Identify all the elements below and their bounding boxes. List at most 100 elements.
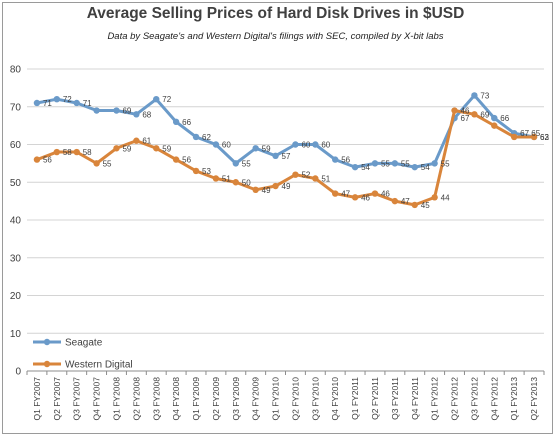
legend-label: Western Digital [65, 360, 133, 371]
data-label: 52 [301, 171, 310, 180]
gridlines [27, 68, 544, 334]
x-tick-label: Q4 FY2007 [92, 377, 102, 421]
data-point [133, 111, 140, 118]
legend: Seagate Western Digital [33, 338, 133, 371]
data-point [113, 107, 120, 114]
x-tick-label: Q2 FY2008 [131, 377, 141, 421]
data-label: 55 [441, 159, 450, 168]
data-point [391, 160, 399, 167]
data-point [292, 171, 299, 178]
x-tick-label: Q2 FY2012 [450, 377, 460, 421]
y-tick-label: 20 [10, 291, 22, 302]
data-point [73, 99, 80, 107]
data-point [192, 167, 200, 175]
x-tick-label: Q2 FY2011 [370, 377, 380, 420]
data-label: 47 [341, 190, 350, 199]
x-tick-label: Q3 FY2011 [390, 377, 400, 420]
data-point [491, 122, 498, 129]
x-tick-label: Q1 FY2013 [509, 377, 519, 421]
y-tick-label: 60 [10, 140, 22, 151]
data-label: 54 [421, 163, 430, 172]
data-label: 68 [142, 110, 151, 119]
y-tick-label: 70 [10, 102, 22, 113]
data-point [510, 133, 518, 141]
series-lines [33, 92, 538, 209]
x-tick-label: Q2 FY2010 [290, 377, 300, 421]
chart-title: Average Selling Prices of Hard Disk Driv… [86, 5, 465, 22]
data-label: 55 [401, 159, 410, 168]
data-point [172, 118, 180, 126]
data-label: 46 [381, 190, 390, 199]
data-label: 60 [321, 141, 330, 150]
data-point [491, 114, 498, 122]
data-label: 59 [162, 144, 171, 153]
x-tick-label: Q3 FY2012 [469, 377, 479, 421]
data-label: 58 [83, 148, 92, 157]
data-label: 63 [540, 133, 549, 142]
data-label: 56 [182, 156, 191, 165]
data-point [133, 137, 140, 144]
data-point [212, 175, 220, 182]
data-point [93, 160, 100, 167]
data-label: 46 [361, 193, 370, 202]
data-point [471, 92, 478, 99]
data-label: 53 [202, 167, 211, 176]
data-point [232, 179, 239, 186]
x-tick-label: Q3 FY2009 [231, 377, 241, 421]
legend-marker [43, 360, 51, 368]
data-label: 71 [43, 99, 52, 108]
data-point [312, 141, 319, 148]
data-point [371, 160, 379, 167]
data-point [33, 99, 41, 107]
data-label: 55 [381, 159, 390, 168]
data-point [53, 148, 61, 156]
data-label: 45 [421, 201, 430, 210]
data-point [371, 190, 379, 197]
data-label: 46 [461, 107, 470, 116]
data-point [252, 186, 259, 193]
data-point [212, 141, 220, 148]
data-label: 58 [63, 148, 72, 157]
data-label: 61 [142, 137, 151, 146]
data-point [172, 156, 180, 163]
data-label: 49 [262, 186, 271, 195]
chart-frame [2, 2, 553, 434]
data-point [53, 96, 61, 103]
data-label: 51 [222, 174, 231, 183]
x-tick-label: Q1 FY2011 [350, 377, 360, 420]
data-point [153, 145, 160, 152]
x-tick-label: Q4 FY2010 [330, 377, 340, 421]
data-label: 57 [282, 152, 291, 161]
y-tick-label: 0 [15, 367, 21, 378]
x-tick-label: Q3 FY2010 [310, 377, 320, 421]
data-label: 62 [540, 133, 549, 142]
data-point [431, 194, 438, 201]
x-tick-label: Q1 FY2008 [111, 377, 121, 421]
x-tick-label: Q3 FY2008 [151, 377, 161, 421]
data-labels: 71 72 71 69 68 72 66 62 60 55 59 57 60 60 56 54 55 55 54 55… [43, 91, 550, 209]
data-point [351, 163, 359, 171]
data-label: 66 [500, 114, 509, 123]
data-label: 59 [122, 144, 131, 153]
data-label: 55 [242, 159, 251, 168]
data-label: 69 [122, 107, 131, 116]
y-tick-label: 50 [10, 178, 22, 189]
data-point [272, 152, 279, 160]
data-point [411, 201, 418, 209]
data-label: 51 [321, 174, 330, 183]
data-label: 71 [83, 99, 92, 108]
x-tick-label: Q2 FY2007 [52, 377, 62, 421]
data-label: 72 [63, 95, 72, 104]
x-tick-label: Q1 FY2009 [191, 377, 201, 421]
data-point [33, 156, 41, 163]
data-label: 60 [301, 141, 310, 150]
data-point [93, 107, 100, 114]
data-label: 66 [182, 118, 191, 127]
data-label: 67 [461, 114, 470, 123]
x-tick-label: Q2 FY2009 [211, 377, 221, 421]
x-tick-label: Q4 FY2011 [410, 377, 420, 420]
data-point [113, 145, 120, 152]
chart-subtitle: Data by Seagate's and Western Digital's … [107, 31, 444, 42]
data-point [391, 197, 399, 205]
